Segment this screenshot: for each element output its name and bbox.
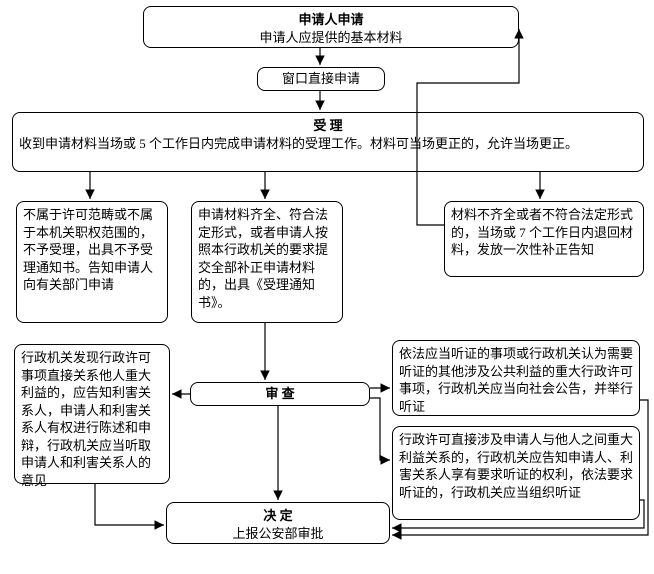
node-incomplete-body: 材料不齐全或者不符合法定形式的，当场或 7 个工作日内退回材料，发放一次性补正告… (451, 207, 633, 257)
node-hearing2: 行政许可直接涉及申请人与他人之间重大利益关系的，行政机关应告知申请人、利害关系人… (392, 426, 640, 520)
node-decide: 决 定 上报公安部审批 (166, 502, 390, 544)
node-apply-subtitle: 申请人应提供的基本材料 (150, 29, 512, 47)
node-accept-title: 受 理 (19, 117, 637, 135)
node-review: 审 查 (190, 382, 370, 406)
node-apply: 申请人申请 申请人应提供的基本材料 (143, 6, 519, 48)
node-decide-subtitle: 上报公安部审批 (173, 525, 383, 543)
node-window-text: 窗口直接申请 (282, 71, 360, 86)
node-decide-title: 决 定 (173, 507, 383, 525)
node-complete-body: 申请材料齐全、符合法定形式，或者申请人按照本行政机关的要求提交全部补正申请材料的… (198, 207, 328, 310)
node-reject: 不属于许可范畴或不属于本机关职权范围的，不予受理，出具不予受理通知书。告知申请人… (16, 201, 168, 323)
node-accept-body: 收到申请材料当场或 5 个工作日内完成申请材料的受理工作。材料可当场更正的，允许… (19, 135, 637, 153)
node-complete: 申请材料齐全、符合法定形式，或者申请人按照本行政机关的要求提交全部补正申请材料的… (191, 201, 343, 323)
node-accept: 受 理 收到申请材料当场或 5 个工作日内完成申请材料的受理工作。材料可当场更正… (12, 112, 644, 172)
node-incomplete: 材料不齐全或者不符合法定形式的，当场或 7 个工作日内退回材料，发放一次性补正告… (444, 201, 644, 277)
node-hearing1: 依法应当听证的事项或行政机关认为需要听证的其他涉及公共利益的重大行政许可事项，行… (392, 340, 640, 416)
node-related-body: 行政机关发现行政许可事项直接关系他人重大利益的，应告知利害关系人，申请人和利害关… (21, 350, 151, 488)
node-hearing2-body: 行政许可直接涉及申请人与他人之间重大利益关系的，行政机关应告知申请人、利害关系人… (399, 432, 633, 500)
node-review-title: 审 查 (195, 385, 365, 403)
node-related: 行政机关发现行政许可事项直接关系他人重大利益的，应告知利害关系人，申请人和利害关… (14, 344, 170, 484)
node-hearing1-body: 依法应当听证的事项或行政机关认为需要听证的其他涉及公共利益的重大行政许可事项，行… (399, 346, 633, 414)
node-reject-body: 不属于许可范畴或不属于本机关职权范围的，不予受理，出具不予受理通知书。告知申请人… (23, 207, 153, 292)
node-window: 窗口直接申请 (257, 67, 385, 91)
node-apply-title: 申请人申请 (150, 11, 512, 29)
